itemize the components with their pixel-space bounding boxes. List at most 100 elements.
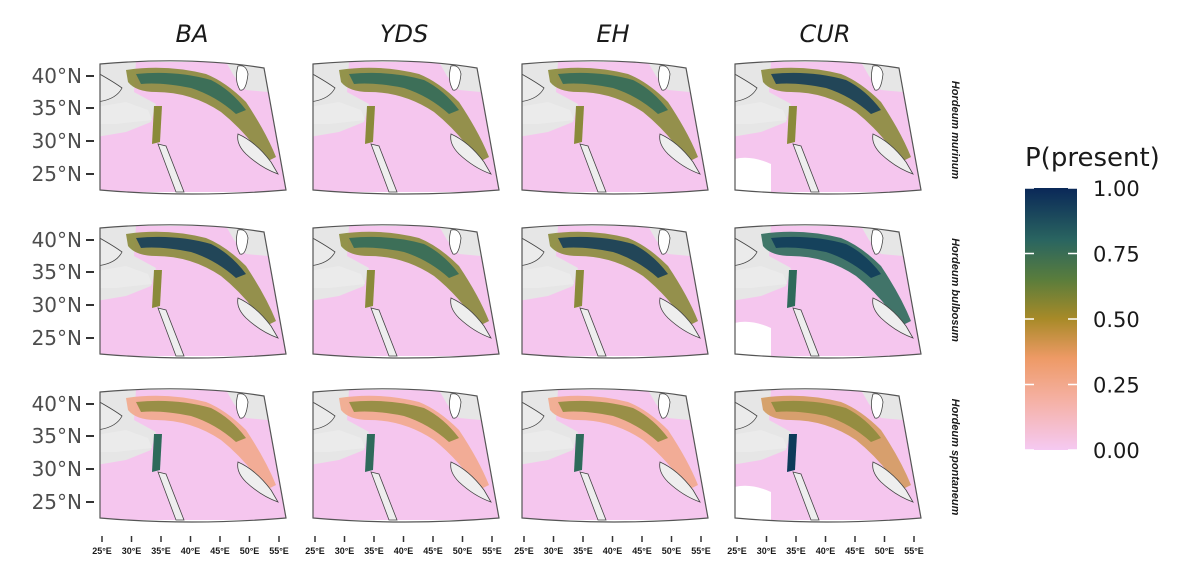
persian-gulf: [450, 133, 492, 175]
levant-strip: [365, 270, 375, 308]
red-sea: [157, 143, 185, 193]
aegean-coast: [313, 71, 336, 103]
lat-tick-label: 35°N: [32, 96, 82, 120]
legend-title: P(present): [1025, 143, 1160, 173]
mediterranean-sea: [313, 430, 365, 452]
aegean-coast: [100, 71, 123, 103]
map-panel: [521, 60, 709, 195]
column-title-cur: CUR: [800, 20, 851, 48]
map-panel: [99, 388, 287, 523]
legend-tick-label: 1.00: [1093, 177, 1140, 201]
suitability-band: [761, 67, 911, 162]
lon-tick-label: 50°E: [240, 546, 260, 556]
aegean-coast: [100, 399, 123, 431]
lat-tick-label: 40°N: [32, 64, 82, 88]
caspian-sea: [236, 393, 249, 419]
aegean-coast: [735, 71, 758, 103]
column-title-yds: YDS: [380, 20, 428, 48]
map-panel: [734, 224, 922, 359]
caspian-sea: [871, 65, 884, 91]
lat-tick-label: 40°N: [32, 228, 82, 252]
row-titles: Hordeum murinum Hordeum bulbosum Hordeum…: [949, 81, 961, 516]
lon-tick-label: 45°E: [632, 546, 652, 556]
lon-tick-label: 55°E: [904, 546, 924, 556]
suitability-core: [136, 236, 246, 278]
persian-gulf: [659, 461, 701, 503]
mediterranean-sea: [100, 102, 152, 124]
lon-tick-label: 30°E: [335, 546, 355, 556]
mediterranean-sea: [313, 266, 365, 288]
legend-tick-label: 0.25: [1093, 374, 1140, 398]
lon-tick-label: 35°E: [364, 546, 384, 556]
legend-tick-label: 0.75: [1093, 243, 1140, 267]
map-frame: [99, 224, 287, 359]
map-panel: [312, 388, 500, 523]
persian-gulf: [659, 133, 701, 175]
map-panels: [99, 60, 922, 523]
caspian-sea: [236, 65, 249, 91]
suitability-core: [771, 236, 881, 278]
caspian-sea: [658, 65, 671, 91]
map-panel: [99, 60, 287, 195]
map-frame: [734, 60, 922, 195]
lon-tick-label: 25°E: [305, 546, 325, 556]
lat-tick-label: 30°N: [32, 457, 82, 481]
map-frame: [734, 388, 922, 523]
suitability-core: [558, 72, 668, 114]
lon-tick-label: 55°E: [269, 546, 289, 556]
lon-tick-label: 30°E: [544, 546, 564, 556]
suitability-band: [126, 231, 276, 326]
map-panel: [734, 388, 922, 523]
caspian-sea: [658, 229, 671, 255]
mediterranean-sea: [313, 102, 365, 124]
map-frame: [312, 60, 500, 195]
caspian-sea: [449, 229, 462, 255]
levant-strip: [152, 434, 162, 472]
red-sea: [792, 471, 820, 521]
lon-tick-label: 40°E: [603, 546, 623, 556]
column-title-eh: EH: [596, 20, 629, 48]
map-frame: [312, 388, 500, 523]
suitability-band: [548, 231, 698, 326]
lat-tick-label: 30°N: [32, 293, 82, 317]
map-frame: [521, 60, 709, 195]
aegean-coast: [100, 235, 123, 267]
map-panel: [312, 224, 500, 359]
levant-strip: [365, 106, 375, 144]
no-data-area: [735, 157, 771, 192]
column-title-ba: BA: [176, 20, 209, 48]
red-sea: [579, 143, 607, 193]
suitability-band: [339, 395, 489, 490]
suitability-band: [761, 231, 911, 326]
map-panel: [521, 388, 709, 523]
mediterranean-sea: [522, 430, 574, 452]
levant-strip: [787, 106, 797, 144]
aegean-coast: [735, 235, 758, 267]
map-frame: [99, 60, 287, 195]
suitability-core: [349, 72, 459, 114]
caspian-sea: [236, 229, 249, 255]
persian-gulf: [237, 297, 279, 339]
suitability-band: [761, 395, 911, 490]
no-data-area: [735, 321, 771, 356]
persian-gulf: [450, 461, 492, 503]
lon-tick-label: 40°E: [181, 546, 201, 556]
lon-tick-label: 25°E: [727, 546, 747, 556]
aegean-coast: [313, 235, 336, 267]
suitability-core: [349, 400, 459, 442]
persian-gulf: [237, 133, 279, 175]
persian-gulf: [659, 297, 701, 339]
lon-tick-label: 50°E: [662, 546, 682, 556]
lon-tick-label: 55°E: [691, 546, 711, 556]
suitability-band: [126, 67, 276, 162]
lon-tick-label: 45°E: [423, 546, 443, 556]
map-frame: [521, 224, 709, 359]
suitability-band: [339, 231, 489, 326]
red-sea: [370, 143, 398, 193]
aegean-coast: [735, 399, 758, 431]
red-sea: [579, 307, 607, 357]
red-sea: [792, 307, 820, 357]
red-sea: [579, 471, 607, 521]
latitude-axes: 40°N 35°N 30°N 25°N 40°N 35°N 30°N 25°N 40°N 35°N…: [32, 64, 94, 514]
